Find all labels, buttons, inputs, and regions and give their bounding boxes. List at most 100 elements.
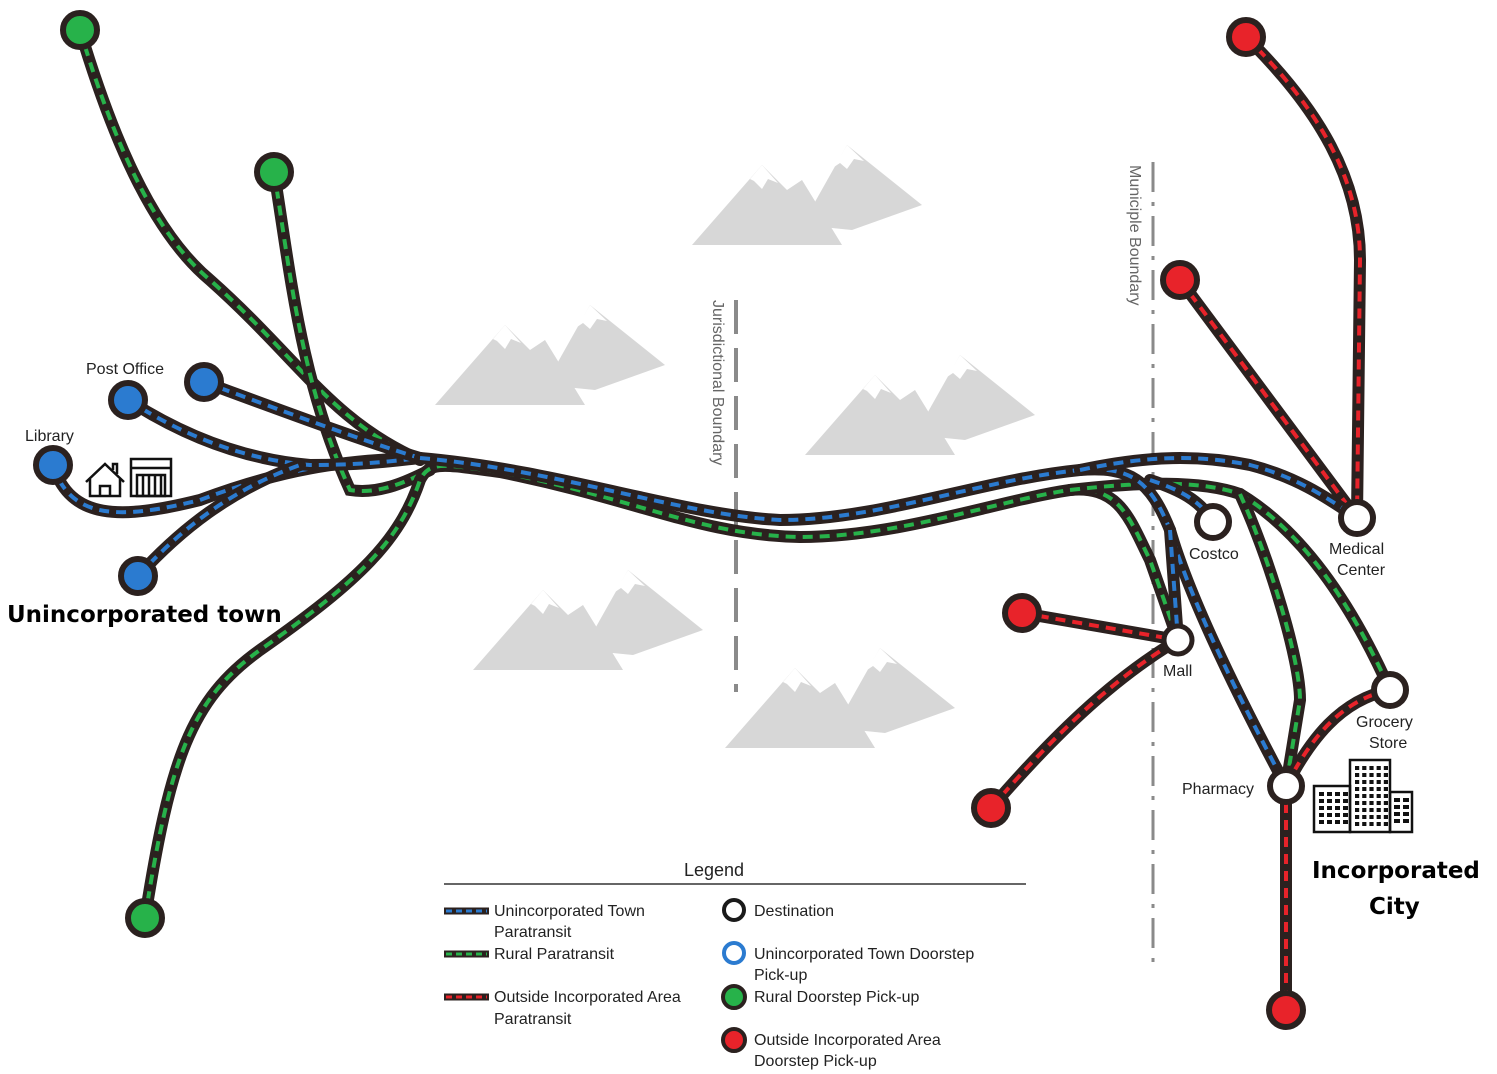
building-window	[1343, 799, 1348, 803]
medical-center-label: Center	[1337, 562, 1386, 579]
building-window	[1394, 798, 1400, 802]
library-stop[interactable]	[33, 445, 73, 485]
grocery-store-destination[interactable]	[1371, 671, 1409, 709]
building-window	[1362, 766, 1367, 770]
building-window	[1383, 773, 1388, 777]
costco-destination[interactable]	[1194, 503, 1232, 541]
building-window	[1327, 820, 1332, 824]
legend-outside-doorstep: Outside Incorporated Area Doorstep Pick-…	[721, 1027, 941, 1070]
building-window	[1394, 812, 1400, 816]
building-window	[1362, 815, 1367, 819]
mountain-illustration	[725, 648, 955, 748]
outside-doorstep-stop[interactable]	[1160, 260, 1200, 300]
building-window	[1369, 822, 1374, 826]
building-window	[1335, 820, 1340, 824]
legend-label: Outside Incorporated Area	[494, 989, 681, 1006]
rural-route-line	[78, 29, 421, 462]
stops	[33, 10, 1409, 1030]
building-window	[1319, 820, 1324, 824]
building-window	[1343, 820, 1348, 824]
building-window	[1362, 808, 1367, 812]
legend-label: Outside Incorporated Area	[754, 1032, 941, 1049]
boundaries: Jurisdictional Boundary Municiple Bounda…	[709, 162, 1155, 968]
mountain-illustration	[435, 305, 665, 405]
building-window	[1355, 787, 1360, 791]
unincorporated-doorstep-stop[interactable]	[118, 556, 158, 596]
building-window	[1343, 813, 1348, 817]
building-window	[1376, 787, 1381, 791]
building-window	[1383, 822, 1388, 826]
building-window	[1335, 813, 1340, 817]
building-window	[1403, 812, 1409, 816]
outside-doorstep-stop[interactable]	[1002, 593, 1042, 633]
unincorporated-route-line	[1168, 529, 1180, 641]
unincorporated-doorstep-stop[interactable]	[184, 362, 224, 402]
building-window	[1355, 808, 1360, 812]
building-window	[1343, 792, 1348, 796]
legend-rural-paratransit: Rural Paratransit	[444, 946, 615, 963]
building-window	[1355, 780, 1360, 784]
unincorporated-route-line	[1079, 456, 1359, 520]
rural-doorstep-stop[interactable]	[125, 898, 165, 938]
building-window	[1369, 815, 1374, 819]
building-window	[1394, 819, 1400, 823]
building-window	[1335, 792, 1340, 796]
building-window	[1383, 780, 1388, 784]
building-window	[1355, 773, 1360, 777]
house-icon	[85, 462, 125, 498]
building-window	[1343, 806, 1348, 810]
pharmacy-label: Pharmacy	[1182, 781, 1254, 798]
mall-destination[interactable]	[1161, 623, 1195, 657]
building-window	[1394, 805, 1400, 809]
legend-rural-doorstep: Rural Doorstep Pick-up	[721, 984, 920, 1010]
building-window	[1383, 801, 1388, 805]
building-window	[1383, 808, 1388, 812]
legend-label: Pick-up	[754, 967, 807, 984]
building-window	[1383, 815, 1388, 819]
legend-label: Paratransit	[494, 1011, 572, 1028]
building-window	[1376, 780, 1381, 784]
outside-doorstep-stop[interactable]	[971, 788, 1011, 828]
unincorporated-route-line	[203, 380, 421, 460]
rural-doorstep-stop[interactable]	[254, 152, 294, 192]
pharmacy-destination[interactable]	[1267, 767, 1305, 805]
city-buildings-icon	[1312, 758, 1414, 834]
building-window	[1383, 794, 1388, 798]
stop-labels: Post Office Library Costco Medical Cente…	[25, 361, 1413, 798]
building-window	[1376, 773, 1381, 777]
building-window	[1403, 805, 1409, 809]
building-window	[1376, 822, 1381, 826]
building-window	[1362, 822, 1367, 826]
rural-route-line-base	[268, 166, 436, 497]
building-window	[1369, 801, 1374, 805]
legend-label: Rural Paratransit	[494, 946, 615, 963]
building-window	[1355, 801, 1360, 805]
building-window	[1362, 780, 1367, 784]
building-window	[1355, 815, 1360, 819]
building-window	[1376, 794, 1381, 798]
route-strokes	[47, 24, 1396, 1016]
building-window	[1327, 813, 1332, 817]
building-window	[1369, 808, 1374, 812]
costco-label: Costco	[1189, 546, 1239, 563]
unincorporated-town-label: Unincorporated town	[7, 602, 282, 628]
building-window	[1327, 799, 1332, 803]
rural-doorstep-stop[interactable]	[60, 10, 100, 50]
building-window	[1403, 819, 1409, 823]
outside-route-line	[989, 638, 1180, 810]
outside-doorstep-stop[interactable]	[1226, 17, 1266, 57]
building-window	[1327, 792, 1332, 796]
building-window	[1335, 806, 1340, 810]
building-window	[1319, 806, 1324, 810]
legend-title: Legend	[684, 860, 744, 880]
legend-label: Unincorporated Town	[494, 903, 645, 920]
medical-center-destination[interactable]	[1338, 499, 1376, 537]
building-window	[1376, 808, 1381, 812]
outside-doorstep-stop[interactable]	[1266, 990, 1306, 1030]
post-office-stop[interactable]	[108, 380, 148, 420]
incorporated-city-label: City	[1369, 894, 1420, 920]
building-window	[1369, 766, 1374, 770]
post-office-label: Post Office	[86, 361, 164, 378]
building-window	[1327, 806, 1332, 810]
